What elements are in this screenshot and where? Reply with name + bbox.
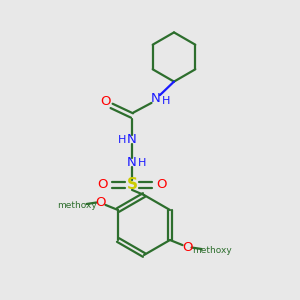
Text: methoxy: methoxy — [192, 246, 232, 255]
Text: H: H — [118, 135, 127, 145]
Text: O: O — [98, 178, 108, 191]
Text: N: N — [127, 155, 137, 169]
Text: S: S — [127, 177, 137, 192]
Text: H: H — [161, 95, 170, 106]
Text: O: O — [100, 95, 111, 108]
Text: O: O — [95, 196, 105, 209]
Text: O: O — [183, 241, 193, 254]
Text: O: O — [156, 178, 166, 191]
Text: N: N — [151, 92, 161, 106]
Text: H: H — [137, 158, 146, 168]
Text: methoxy: methoxy — [57, 201, 97, 210]
Text: N: N — [127, 133, 137, 146]
